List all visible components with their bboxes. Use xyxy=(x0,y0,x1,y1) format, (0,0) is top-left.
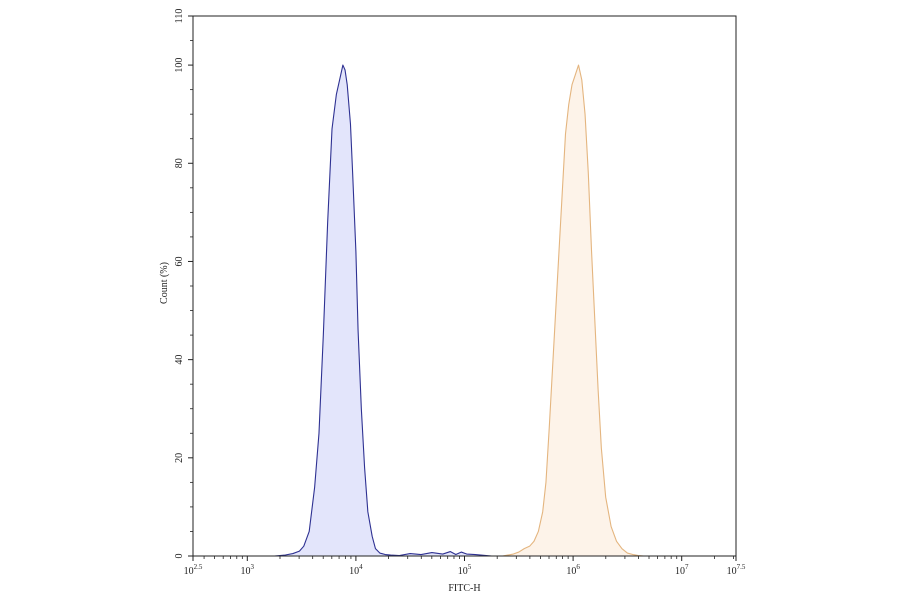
histogram-fill-2 xyxy=(502,65,644,556)
y-tick-label: 100 xyxy=(174,58,185,73)
x-tick-label: 104 xyxy=(349,563,363,577)
histogram-line-2 xyxy=(502,64,644,557)
x-tick-label: 102.5 xyxy=(184,563,203,577)
plot-area-frame xyxy=(192,15,737,557)
y-tick-label: 60 xyxy=(174,256,185,266)
axis-ticks: 102.5 103 104 105 106 107 107.5 0 20 40 60 80 100 110 xyxy=(174,9,746,577)
y-tick-label: 0 xyxy=(174,554,185,559)
y-tick-label: 40 xyxy=(174,355,185,365)
y-tick-label: 110 xyxy=(174,9,185,24)
x-tick-label: 103 xyxy=(241,563,255,577)
y-tick-label: 80 xyxy=(174,158,185,168)
x-axis-title: FITC-H xyxy=(448,583,480,594)
x-tick-label: 106 xyxy=(566,563,580,577)
x-tick-label: 107 xyxy=(675,563,689,577)
histogram-line-1 xyxy=(274,64,492,557)
histogram-fill-1 xyxy=(274,65,492,556)
x-tick-label: 105 xyxy=(458,563,472,577)
series-layer xyxy=(274,64,644,557)
x-tick-label: 107.5 xyxy=(727,563,746,577)
y-tick-label: 20 xyxy=(174,453,185,463)
y-axis-title: Count (%) xyxy=(159,262,170,304)
